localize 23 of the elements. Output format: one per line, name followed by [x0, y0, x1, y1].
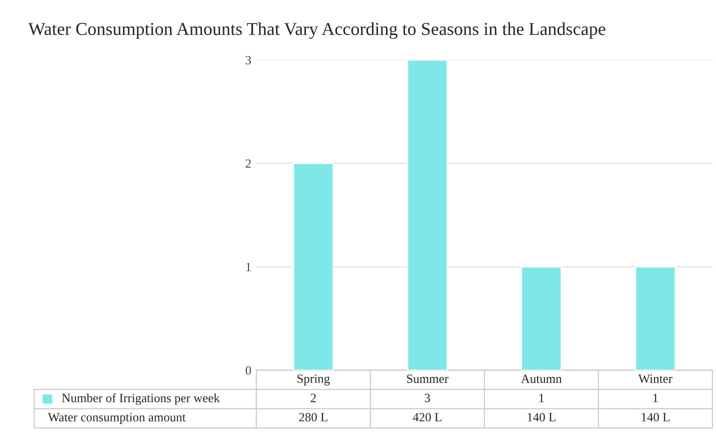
data-label: 1 — [653, 394, 658, 402]
data-label: 1 — [539, 394, 544, 402]
x-tick-label: Winter — [638, 374, 672, 384]
y-tick-label: 2 — [246, 159, 251, 168]
text: 420 L — [412, 412, 442, 422]
y-tick-label: 0 — [246, 366, 251, 375]
data-label: 2 — [310, 394, 316, 402]
y-tick-label: 1 — [246, 262, 251, 272]
x-tick-label: Autumn — [521, 374, 562, 383]
chart-title: Water Consumption Amounts That Vary According to Seasons in the Landscape — [28, 22, 606, 39]
legend-label: Number of Irrigations per week — [62, 393, 220, 405]
bar — [406, 60, 448, 370]
bar — [520, 266, 562, 370]
text: 140 L — [642, 412, 670, 422]
text: 140 L — [528, 412, 556, 422]
x-tick-label: Summer — [407, 374, 448, 383]
text: 280 L — [299, 412, 328, 422]
x-tick-label: Spring — [298, 374, 330, 386]
y-tick-label: 3 — [246, 56, 251, 64]
bar — [634, 266, 676, 370]
text: Water consumption amount — [48, 413, 186, 424]
bar — [292, 162, 334, 370]
data-label: 3 — [424, 394, 430, 402]
